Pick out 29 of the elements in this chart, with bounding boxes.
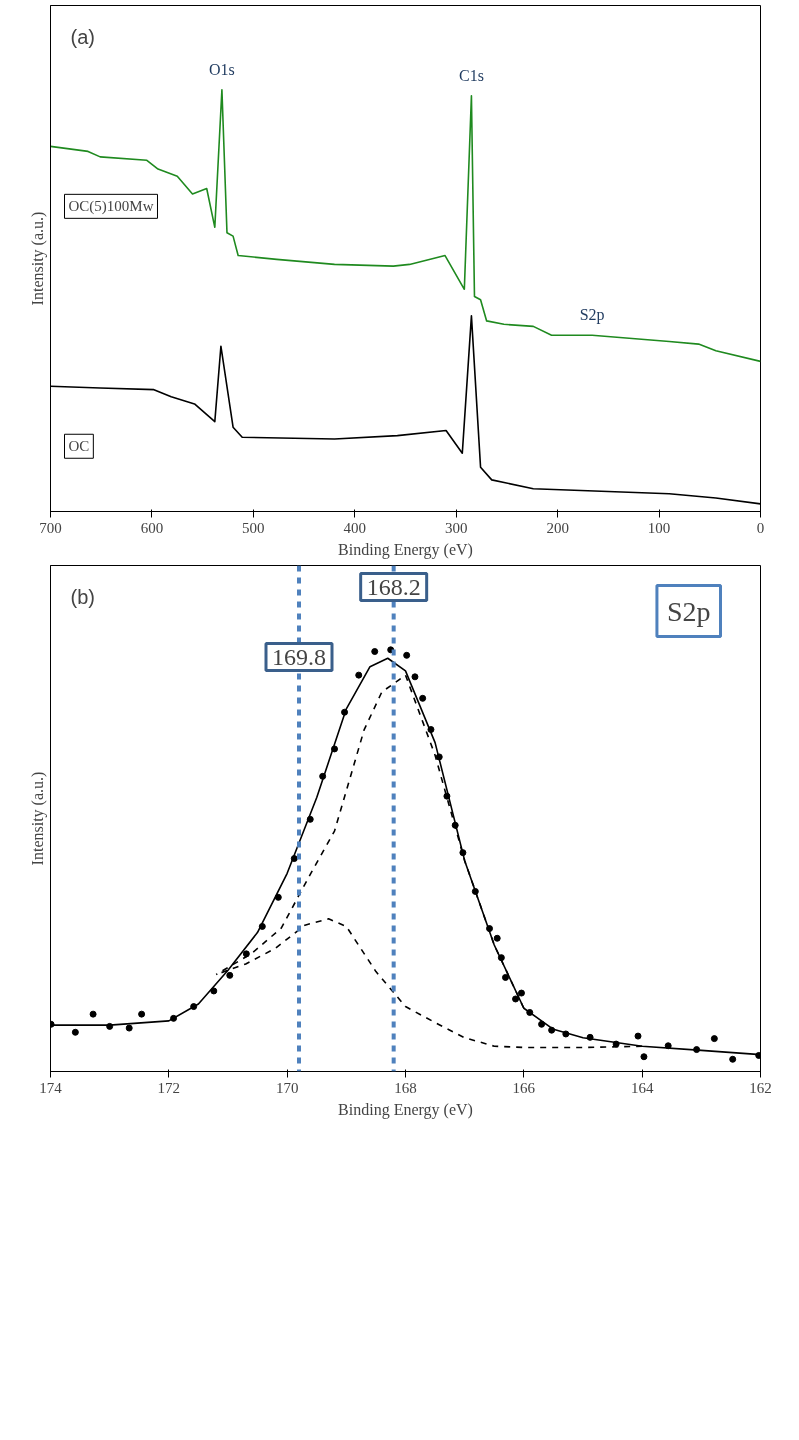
series-label: OC(5)100Mw xyxy=(68,198,154,216)
text: OC xyxy=(68,438,90,455)
x-tick-label: 400 xyxy=(343,519,367,536)
x-tick-label: 172 xyxy=(157,1079,181,1096)
x-axis-title: Binding Energy (eV) xyxy=(338,1100,473,1119)
annotation: C1s xyxy=(458,66,484,84)
annotation: O1s xyxy=(209,60,235,78)
y-axis-title: Intensity (a.u.) xyxy=(28,771,47,866)
text: S2p xyxy=(666,595,711,627)
x-tick-label: 300 xyxy=(444,519,468,536)
x-tick-label: 174 xyxy=(39,1079,63,1096)
x-tick-label: 164 xyxy=(630,1079,654,1096)
text: (a) xyxy=(70,25,95,48)
x-tick-label: 500 xyxy=(242,519,265,536)
x-tick-label: 0 xyxy=(756,519,765,536)
x-tick-label: 700 xyxy=(39,519,62,536)
x-tick-label: 200 xyxy=(546,519,569,536)
x-tick-label: 600 xyxy=(140,519,164,536)
ref-line-label: 168.2 xyxy=(366,573,421,600)
x-tick-label: 100 xyxy=(647,519,671,536)
text: (b) xyxy=(70,585,95,608)
y-axis-title: Intensity (a.u.) xyxy=(28,211,47,306)
x-axis-title: Binding Energy (eV) xyxy=(338,540,473,559)
annotation: S2p xyxy=(579,306,605,325)
x-tick-label: 162 xyxy=(749,1079,772,1096)
x-tick-label: 170 xyxy=(275,1079,299,1096)
x-tick-label: 168 xyxy=(394,1079,417,1096)
x-tick-label: 166 xyxy=(512,1079,536,1096)
ref-line-label: 169.8 xyxy=(272,643,326,670)
